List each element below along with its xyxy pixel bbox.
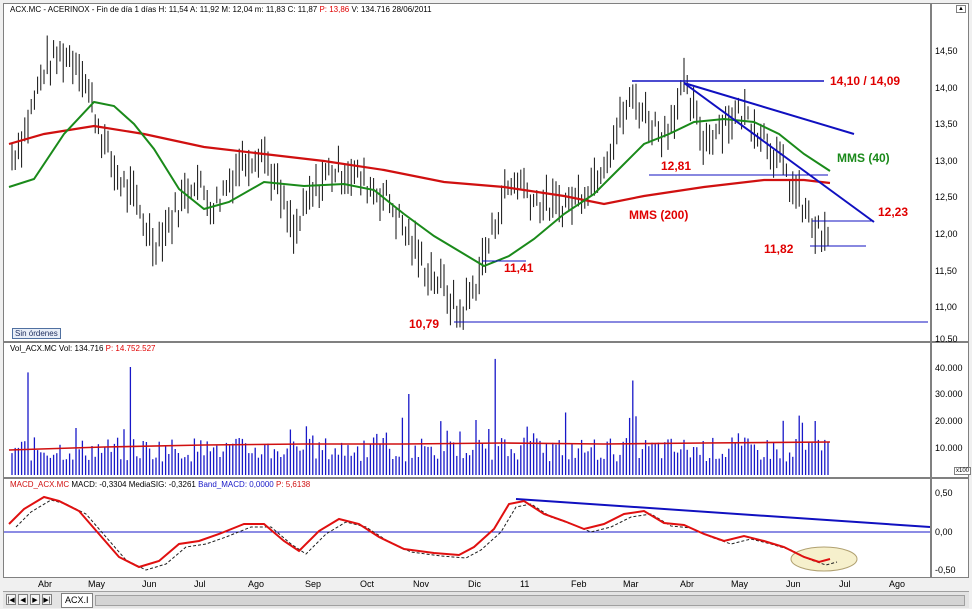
- last-icon[interactable]: ▶|: [42, 594, 52, 605]
- annotation-1281: 12,81: [661, 159, 692, 173]
- x-label: Jul: [194, 579, 206, 589]
- price-header-low: m: 11,83: [254, 5, 286, 14]
- macd-tick: 0,50: [935, 488, 953, 498]
- x-label: 11: [520, 579, 530, 589]
- mms200-line: [8, 124, 831, 206]
- prev-icon[interactable]: ◀: [18, 594, 28, 605]
- x-label: Ago: [248, 579, 265, 589]
- macd-plot[interactable]: [4, 479, 930, 577]
- annotation-mms200: MMS (200): [629, 208, 689, 222]
- price-chart-pane[interactable]: ACX.MC - ACERINOX - Fin de día 1 días H:…: [3, 3, 931, 342]
- price-bars: [11, 35, 829, 330]
- chart-tab[interactable]: ACX.I: [61, 593, 93, 608]
- volume-tick: 40.000: [935, 363, 963, 373]
- volume-header: Vol_ACX.MC Vol: 134.716 P: 14.752.527: [10, 344, 155, 353]
- downtrend-line-steep: [683, 82, 875, 223]
- volume-bars: [11, 358, 829, 475]
- price-tick: 11,50: [935, 266, 957, 276]
- macd-signal-line: [15, 499, 838, 571]
- annotation-1223: 12,23: [878, 205, 909, 219]
- annotation-1182: 11,82: [764, 242, 794, 256]
- macd-line: [8, 495, 831, 569]
- macd-highlight-ellipse: [790, 546, 858, 572]
- volume-chart-pane[interactable]: Vol_ACX.MC Vol: 134.716 P: 14.752.527: [3, 342, 931, 478]
- macd-y-axis: 0,50 0,00 -0,50: [931, 478, 969, 578]
- x-label: Abr: [38, 579, 53, 589]
- macd-chart-pane[interactable]: MACD_ACX.MC MACD: -0,3304 MediaSIG: -0,3…: [3, 478, 931, 578]
- time-x-axis: Abr May Jun Jul Ago Sep Oct Nov Dic 11 F…: [3, 578, 931, 592]
- volume-average-line: [8, 441, 831, 451]
- macd-tick: -0,50: [935, 565, 956, 575]
- price-tick: 14,00: [935, 83, 958, 93]
- x-label: Abr: [680, 579, 695, 589]
- x-label: Nov: [413, 579, 430, 589]
- x-label: Ago: [889, 579, 906, 589]
- x-label: Jul: [839, 579, 851, 589]
- price-header-mid: M: 12,04: [221, 5, 253, 14]
- macd-trendline: [515, 498, 930, 528]
- macd-header-band: Band_MACD: 0,0000: [198, 480, 274, 489]
- annotation-mms40: MMS (40): [837, 151, 890, 165]
- x-label: Jun: [142, 579, 157, 589]
- next-icon[interactable]: ▶: [30, 594, 40, 605]
- x-label: Sep: [305, 579, 322, 589]
- downtrend-line-upper: [683, 82, 855, 135]
- price-header-symbol: ACX.MC - ACERINOX - Fin de día 1 días: [10, 5, 157, 14]
- macd-header-signal: MediaSIG: -0,3261: [128, 480, 196, 489]
- horizontal-scrollbar[interactable]: [95, 595, 965, 606]
- x-label: Feb: [571, 579, 587, 589]
- volume-header-vol: Vol: 134.716: [58, 344, 104, 353]
- price-header-p: P: 13,86: [319, 5, 350, 14]
- macd-header-p: P: 5,6138: [275, 480, 311, 489]
- trendlines: [454, 80, 928, 323]
- price-header-close: C: 11,87: [287, 5, 318, 14]
- price-tick: 10,50: [935, 334, 958, 344]
- price-tick: 14,50: [935, 46, 958, 56]
- price-tick: 12,00: [935, 229, 958, 239]
- x-label: Mar: [623, 579, 639, 589]
- x-label: May: [731, 579, 749, 589]
- volume-tick: 10.000: [935, 443, 963, 453]
- no-orders-button[interactable]: Sin órdenes: [12, 328, 61, 339]
- volume-plot[interactable]: [4, 343, 930, 477]
- x-label: Dic: [468, 579, 481, 589]
- price-y-axis: 14,50 14,00 13,50 13,00 12,50 12,00 11,5…: [931, 3, 969, 344]
- x-label: Jun: [786, 579, 801, 589]
- price-header-date: 28/06/2011: [392, 5, 432, 14]
- price-plot[interactable]: [4, 4, 930, 341]
- annotation-1079: 10,79: [409, 317, 440, 331]
- annotation-resistance: 14,10 / 14,09: [830, 74, 901, 88]
- volume-y-axis: 40.000 30.000 20.000 10.000 x100: [931, 342, 972, 478]
- volume-tick: 20.000: [935, 416, 963, 426]
- scroll-up-icon[interactable]: ▲: [956, 5, 966, 13]
- macd-header: MACD_ACX.MC MACD: -0,3304 MediaSIG: -0,3…: [10, 480, 310, 489]
- volume-header-p: P: 14.752.527: [105, 344, 156, 353]
- bottom-toolbar: |◀ ◀ ▶ ▶| ACX.I: [3, 591, 969, 608]
- volume-scale-badge: x100: [954, 467, 972, 475]
- price-header-volume: V: 134.716: [351, 5, 390, 14]
- annotation-1141: 11,41: [504, 261, 534, 275]
- price-tick: 13,50: [935, 119, 958, 129]
- price-header: ACX.MC - ACERINOX - Fin de día 1 días H:…: [10, 5, 432, 14]
- x-label: May: [88, 579, 106, 589]
- macd-tick: 0,00: [935, 527, 953, 537]
- x-label: Oct: [360, 579, 375, 589]
- mms40-line: [8, 100, 831, 268]
- volume-header-title: Vol_ACX.MC: [10, 344, 57, 353]
- price-tick: 13,00: [935, 156, 958, 166]
- volume-tick: 30.000: [935, 389, 963, 399]
- macd-header-title: MACD_ACX.MC: [10, 480, 70, 489]
- macd-header-value: MACD: -0,3304: [71, 480, 127, 489]
- first-icon[interactable]: |◀: [6, 594, 16, 605]
- price-header-ask: A: 11,92: [189, 5, 220, 14]
- price-tick: 12,50: [935, 192, 958, 202]
- price-tick: 11,00: [935, 302, 957, 312]
- price-header-high: H: 11,54: [158, 5, 189, 14]
